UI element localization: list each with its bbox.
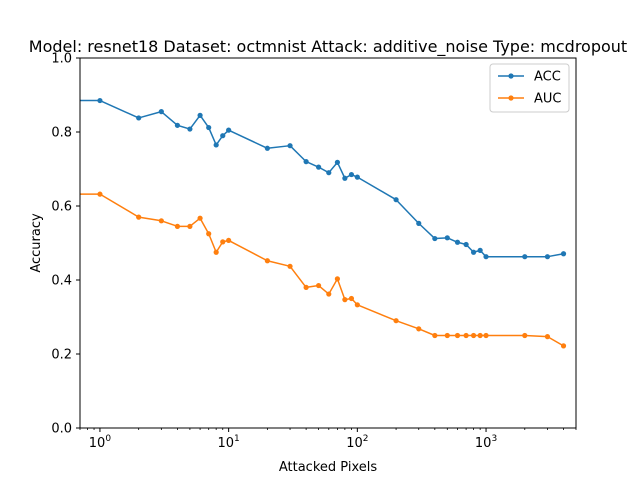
data-point-acc-2 [136,115,142,121]
data-point-auc-26 [470,332,477,339]
legend-marker-auc [508,95,514,101]
data-point-auc-20 [393,318,399,324]
chart-title: Model: resnet18 Dataset: octmnist Attack… [29,37,627,57]
data-point-acc-28 [483,254,489,260]
y-axis-label: Accuracy [29,213,44,273]
data-point-auc-2 [136,214,142,220]
data-point-acc-25 [463,241,469,248]
data-point-auc-6 [197,215,203,221]
data-point-auc-22 [432,332,438,339]
data-point-acc-5 [187,126,193,132]
data-point-auc-19 [354,302,360,308]
data-point-auc-15 [326,291,332,297]
legend: ACC AUC [489,63,570,113]
data-point-auc-16 [334,276,340,282]
data-point-acc-20 [393,197,399,203]
data-point-auc-17 [342,297,348,303]
y-tick-label-1: 0.2 [51,348,72,363]
data-point-acc-8 [213,142,219,148]
data-point-acc-21 [416,220,422,226]
data-point-acc-29 [522,254,528,260]
y-axis: 0.0 0.2 0.4 0.6 0.8 1.0 [51,52,80,437]
data-point-acc-23 [444,235,450,241]
data-point-auc-11 [264,258,270,264]
data-point-auc-29 [522,332,528,339]
data-point-auc-7 [206,231,212,237]
plot-area [80,97,567,349]
y-tick-label-2: 0.4 [51,274,72,289]
data-point-acc-27 [477,247,483,253]
data-point-acc-17 [342,175,348,181]
x-tick-label-2: 102 [346,434,368,451]
x-tick-label-3: 103 [475,434,497,451]
data-point-acc-7 [206,124,212,131]
x-axis: 100 101 102 103 [79,428,577,451]
data-point-acc-10 [226,127,232,133]
y-tick-label-3: 0.6 [51,200,72,215]
data-point-acc-24 [454,239,461,245]
data-point-acc-15 [326,170,332,176]
series-auc [80,191,567,349]
data-point-acc-14 [316,164,322,170]
data-point-auc-4 [174,223,181,229]
data-point-auc-5 [187,223,193,229]
legend-label-auc: AUC [534,92,562,107]
data-point-acc-9 [220,133,226,139]
data-point-acc-6 [197,112,203,118]
data-point-auc-27 [477,332,483,339]
data-point-acc-22 [432,235,438,242]
data-point-auc-13 [303,284,309,290]
data-point-auc-24 [454,332,461,339]
data-point-acc-3 [158,109,164,115]
data-point-acc-11 [264,145,270,151]
data-point-auc-25 [463,332,469,339]
legend-marker-acc [508,73,514,79]
y-tick-label-0: 0.0 [51,422,72,437]
data-point-auc-3 [158,218,164,224]
data-point-auc-18 [348,295,355,302]
x-tick-label-1: 101 [217,434,239,451]
data-point-acc-4 [174,122,181,128]
data-point-acc-12 [287,143,293,149]
data-point-acc-30 [544,254,551,260]
data-point-auc-12 [287,263,293,269]
data-point-acc-26 [470,249,477,255]
data-point-auc-8 [213,249,219,255]
data-point-auc-10 [226,237,232,244]
data-point-acc-13 [303,159,309,165]
x-tick-label-0: 100 [89,434,112,451]
y-tick-label-4: 0.8 [51,126,72,141]
series-acc [80,97,567,260]
x-axis-label: Attacked Pixels [279,460,377,475]
data-point-auc-30 [544,334,551,340]
y-tick-label-5: 1.0 [51,52,72,67]
data-point-acc-1 [97,97,103,104]
data-point-auc-1 [97,191,103,197]
data-point-acc-31 [560,251,567,257]
data-point-auc-21 [416,326,422,332]
data-point-acc-16 [334,159,340,165]
plot-frame [79,57,577,429]
data-point-auc-28 [483,332,489,339]
data-point-acc-19 [354,174,360,180]
legend-label-acc: ACC [534,70,561,85]
data-point-auc-9 [220,239,226,245]
data-point-auc-31 [560,343,567,349]
data-point-auc-14 [316,282,322,289]
data-point-auc-23 [444,332,450,339]
data-point-acc-18 [348,171,355,178]
